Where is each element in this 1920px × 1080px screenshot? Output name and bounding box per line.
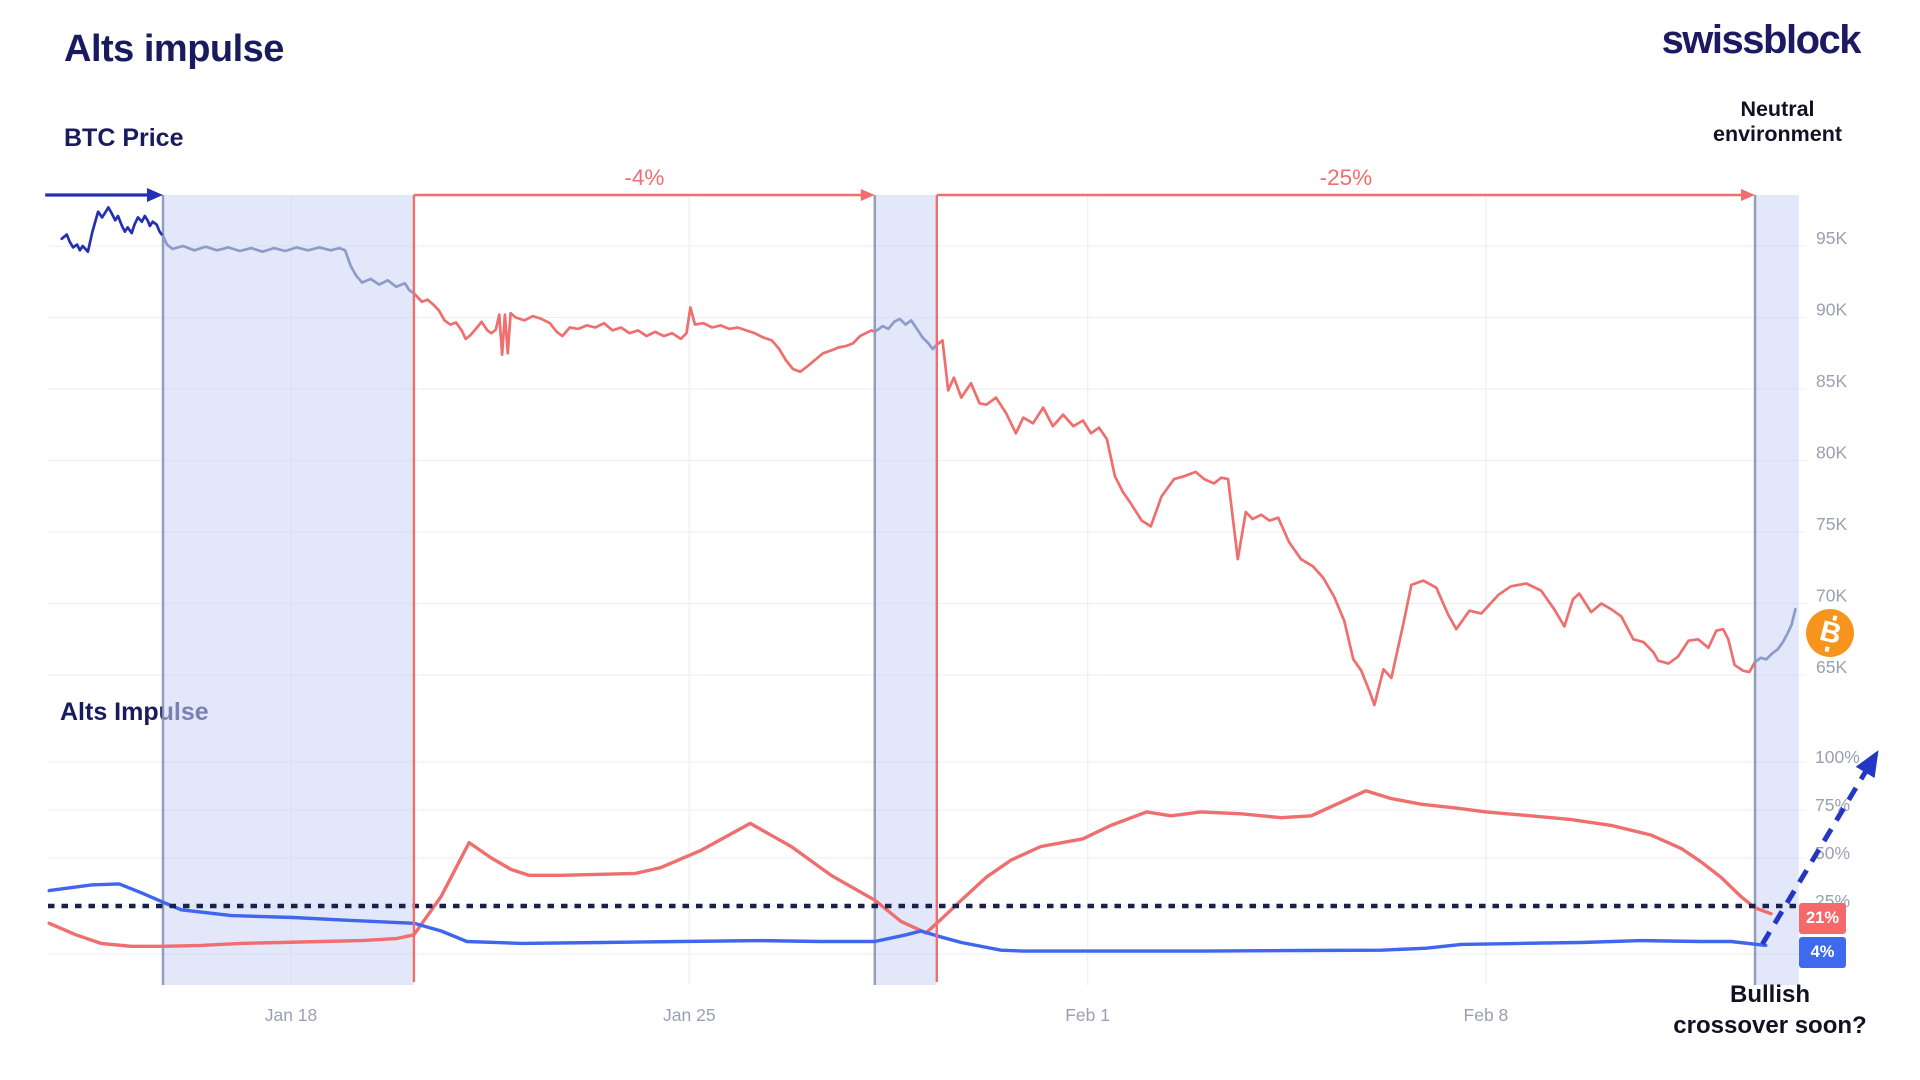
- price-axis-label: 75K: [1816, 514, 1847, 534]
- neutral-environment-line1: Neutral: [1740, 97, 1815, 121]
- btc-price-pre-band1: [60, 206, 165, 254]
- impulse-axis-label: 75%: [1815, 795, 1850, 815]
- price-axis-label: 95K: [1816, 228, 1847, 248]
- bullish-crossover-line2: crossover soon?: [1673, 1012, 1867, 1039]
- btc-price-drop-25pct: [935, 339, 1757, 707]
- date-axis-label: Jan 18: [265, 1005, 318, 1025]
- price-axis-label: 65K: [1816, 657, 1847, 677]
- bullish-crossover-line1: Bullish: [1729, 981, 1810, 1008]
- alts-impulse-value-badge: 21%: [1799, 903, 1846, 934]
- date-axis-label: Feb 8: [1464, 1005, 1509, 1025]
- highlight-band: [1755, 195, 1799, 985]
- bullish-arrow-line: [1760, 765, 1871, 946]
- highlight-band: [162, 195, 414, 985]
- bitcoin-b-glyph: B: [1816, 614, 1845, 652]
- price-axis-label: 70K: [1816, 586, 1847, 606]
- highlight-band: [874, 195, 937, 985]
- impulse-axis-label: 50%: [1815, 843, 1850, 863]
- bitcoin-icon: B: [1806, 609, 1854, 657]
- btc-price-band3: [1753, 607, 1797, 664]
- btc-price-drop-4pct: [412, 291, 877, 374]
- bullish-arrow-head: [1855, 750, 1879, 779]
- btc-price-band2: [873, 317, 939, 351]
- price-axis-label: 80K: [1816, 443, 1847, 463]
- page-title: Alts impulse: [64, 28, 284, 70]
- pre-band-arrow-head: [146, 188, 163, 202]
- neutral-environment-line2: environment: [1712, 122, 1843, 146]
- date-axis-label: Jan 25: [663, 1005, 716, 1025]
- impulse-axis-label: 100%: [1815, 747, 1860, 767]
- btc-panel-label: BTC Price: [64, 124, 184, 152]
- price-axis-label: 90K: [1816, 300, 1847, 320]
- swissblock-logo: swissblock: [1661, 18, 1862, 62]
- date-axis-label: Feb 1: [1065, 1005, 1110, 1025]
- drawdown-label: -25%: [1320, 165, 1373, 190]
- bullish-crossover-note: Bullish crossover soon?: [1615, 979, 1920, 1041]
- neutral-environment-note: Neutral environment: [1640, 97, 1915, 147]
- price-axis-label: 85K: [1816, 371, 1847, 391]
- drawdown-arrow-head: [860, 189, 875, 201]
- btc-price-band1: [161, 234, 416, 295]
- btc-impulse-value-badge: 4%: [1799, 937, 1846, 968]
- drawdown-label: -4%: [624, 165, 664, 190]
- btc-impulse-line: [47, 882, 1768, 953]
- drawdown-arrow-head: [1741, 189, 1756, 201]
